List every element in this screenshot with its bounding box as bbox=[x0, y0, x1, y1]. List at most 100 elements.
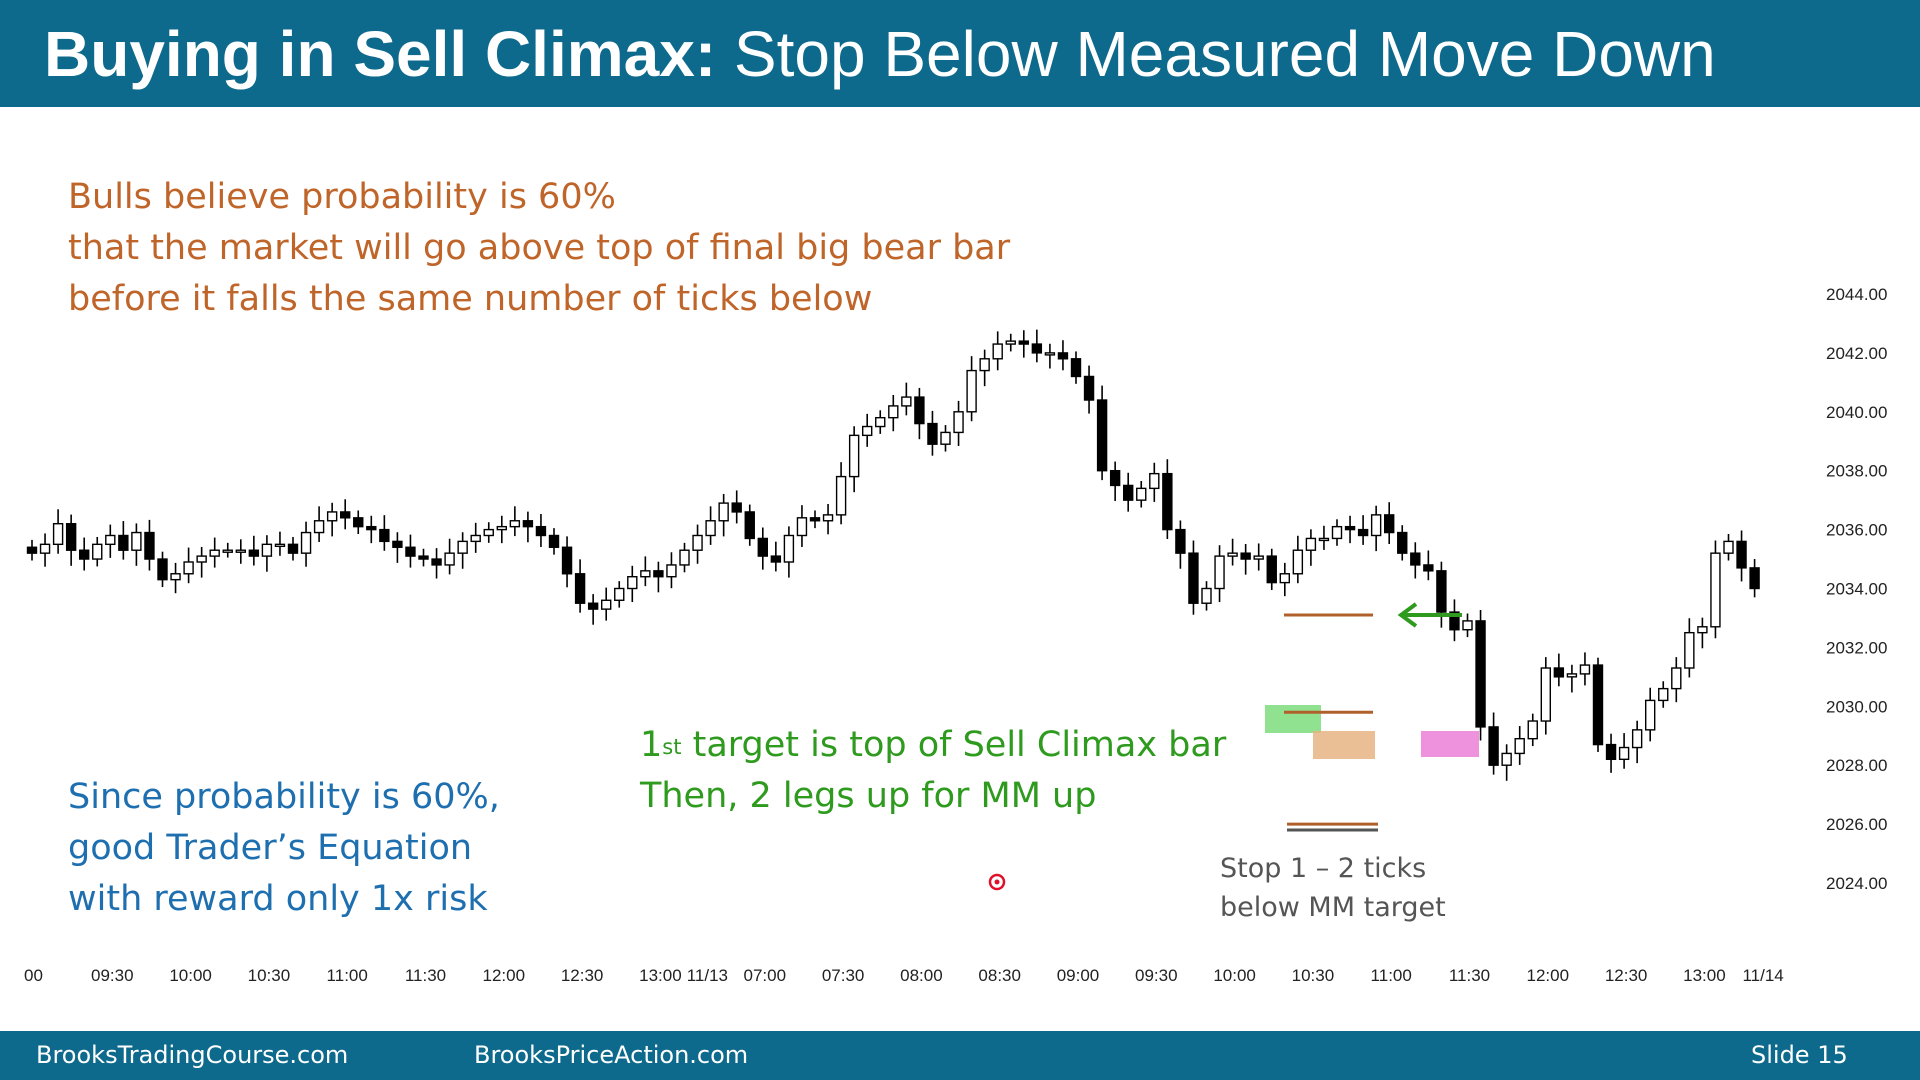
bear-candle bbox=[1553, 667, 1565, 678]
bull-candle bbox=[1514, 737, 1525, 755]
bull-candle bbox=[1331, 525, 1343, 540]
bull-candle bbox=[1527, 720, 1538, 740]
y-tick-label: 2028.00 bbox=[1826, 756, 1887, 775]
bull-candle bbox=[1631, 729, 1643, 749]
y-tick-label: 2038.00 bbox=[1826, 462, 1887, 481]
green-highlight-box bbox=[1265, 705, 1321, 733]
bear-candle bbox=[587, 602, 599, 610]
x-tick-label: 11:30 bbox=[1449, 966, 1490, 985]
x-tick-label: 11/14 bbox=[1742, 966, 1783, 985]
slide-number: Slide 15 bbox=[1751, 1041, 1848, 1069]
x-tick-label: 10:30 bbox=[248, 966, 291, 985]
title-bold: Buying in Sell Climax: bbox=[44, 18, 717, 90]
bear-candle bbox=[118, 534, 129, 551]
bull-candle bbox=[1579, 664, 1591, 675]
bear-candle bbox=[1083, 375, 1095, 401]
bull-candle bbox=[52, 523, 64, 546]
bull-candle bbox=[1005, 340, 1016, 345]
bull-candle bbox=[1318, 537, 1330, 542]
x-tick-label: 11/13 bbox=[687, 966, 728, 985]
bull-candle bbox=[1149, 472, 1160, 490]
bull-candle bbox=[483, 528, 494, 537]
bull-candle bbox=[1684, 631, 1695, 669]
bull-candle bbox=[1279, 573, 1291, 584]
target-line2: Then, 2 legs up for MM up bbox=[640, 776, 1097, 816]
bear-candle bbox=[1449, 611, 1460, 631]
bear-candle bbox=[1031, 343, 1043, 354]
bear-candle bbox=[340, 511, 351, 519]
x-tick-label: 07:00 bbox=[744, 966, 787, 985]
bear-candle bbox=[548, 534, 560, 548]
footer-bar: BrooksTradingCourse.com BrooksPriceActio… bbox=[0, 1031, 1920, 1080]
bear-candle bbox=[1383, 514, 1395, 534]
bear-candle bbox=[1344, 525, 1356, 531]
bear-candle bbox=[770, 555, 782, 563]
bear-candle bbox=[1122, 484, 1134, 501]
bull-candle bbox=[1214, 555, 1225, 590]
probability-line: good Trader’s Equation bbox=[68, 828, 473, 868]
bull-candle bbox=[666, 564, 677, 578]
bear-candle bbox=[353, 517, 364, 528]
bear-candle bbox=[65, 523, 77, 551]
bull-candle bbox=[1370, 514, 1382, 537]
bear-candle bbox=[1188, 552, 1199, 604]
bear-candle bbox=[144, 531, 155, 560]
bear-candle bbox=[1096, 399, 1108, 472]
bull-candle bbox=[39, 543, 51, 554]
bull-candle bbox=[300, 531, 312, 554]
bear-candle bbox=[248, 549, 260, 557]
x-tick-label: 11:00 bbox=[1371, 966, 1412, 985]
x-tick-label: 13:00 bbox=[1683, 966, 1726, 985]
bull-candle bbox=[1462, 620, 1473, 631]
bear-candle bbox=[157, 558, 168, 581]
bear-candle bbox=[574, 573, 586, 604]
bull-candle bbox=[953, 411, 964, 434]
bull-candle bbox=[509, 520, 521, 528]
orange-highlight-box bbox=[1313, 731, 1375, 759]
bull-candle bbox=[1671, 667, 1682, 690]
cursor-icon bbox=[994, 879, 1000, 885]
bull-candle bbox=[1618, 746, 1630, 761]
bear-candle bbox=[1070, 358, 1082, 378]
bull-candle bbox=[105, 534, 116, 546]
bear-candle bbox=[1488, 726, 1499, 766]
y-tick-label: 2034.00 bbox=[1826, 580, 1887, 599]
bull-candle bbox=[862, 425, 873, 437]
cursor-icon bbox=[988, 873, 1006, 891]
footer-left-site[interactable]: BrooksTradingCourse.com bbox=[36, 1041, 349, 1069]
y-tick-label: 2030.00 bbox=[1826, 697, 1887, 716]
bull-candle bbox=[679, 549, 690, 566]
x-tick-label: 00 bbox=[24, 966, 43, 985]
x-tick-label: 13:00 bbox=[639, 966, 682, 985]
bull-candle bbox=[209, 549, 220, 557]
bear-candle bbox=[78, 549, 90, 560]
bear-candle bbox=[1018, 340, 1029, 345]
x-tick-label: 12:00 bbox=[1527, 966, 1570, 985]
bear-candle bbox=[1175, 528, 1186, 554]
bear-candle bbox=[1592, 664, 1604, 746]
x-tick-label: 11:30 bbox=[405, 966, 446, 985]
bull-candle bbox=[822, 514, 834, 522]
probability-annotation: Since probability is 60%, good Trader’s … bbox=[68, 772, 500, 925]
stop-line: below MM target bbox=[1220, 892, 1446, 923]
y-tick-label: 2040.00 bbox=[1826, 403, 1887, 422]
x-tick-label: 10:00 bbox=[169, 966, 212, 985]
bull-candle bbox=[835, 475, 847, 516]
x-tick-label: 08:00 bbox=[900, 966, 943, 985]
title-bar: Buying in Sell Climax: Stop Below Measur… bbox=[0, 0, 1920, 107]
bear-candle bbox=[1162, 472, 1173, 531]
bull-candle bbox=[783, 534, 795, 563]
bull-candle bbox=[614, 587, 625, 601]
bull-candle bbox=[1201, 587, 1212, 604]
footer-center-site[interactable]: BrooksPriceAction.com bbox=[474, 1041, 749, 1069]
bear-candle bbox=[26, 546, 38, 554]
bear-candle bbox=[1749, 567, 1760, 590]
pink-highlight-box bbox=[1421, 731, 1479, 757]
bear-candle bbox=[379, 528, 390, 543]
bull-candle bbox=[1710, 552, 1721, 628]
bull-candle bbox=[235, 549, 247, 553]
bull-candle bbox=[979, 358, 990, 372]
x-tick-label: 10:00 bbox=[1213, 966, 1256, 985]
bear-candle bbox=[757, 537, 768, 557]
bear-candle bbox=[1436, 570, 1447, 613]
